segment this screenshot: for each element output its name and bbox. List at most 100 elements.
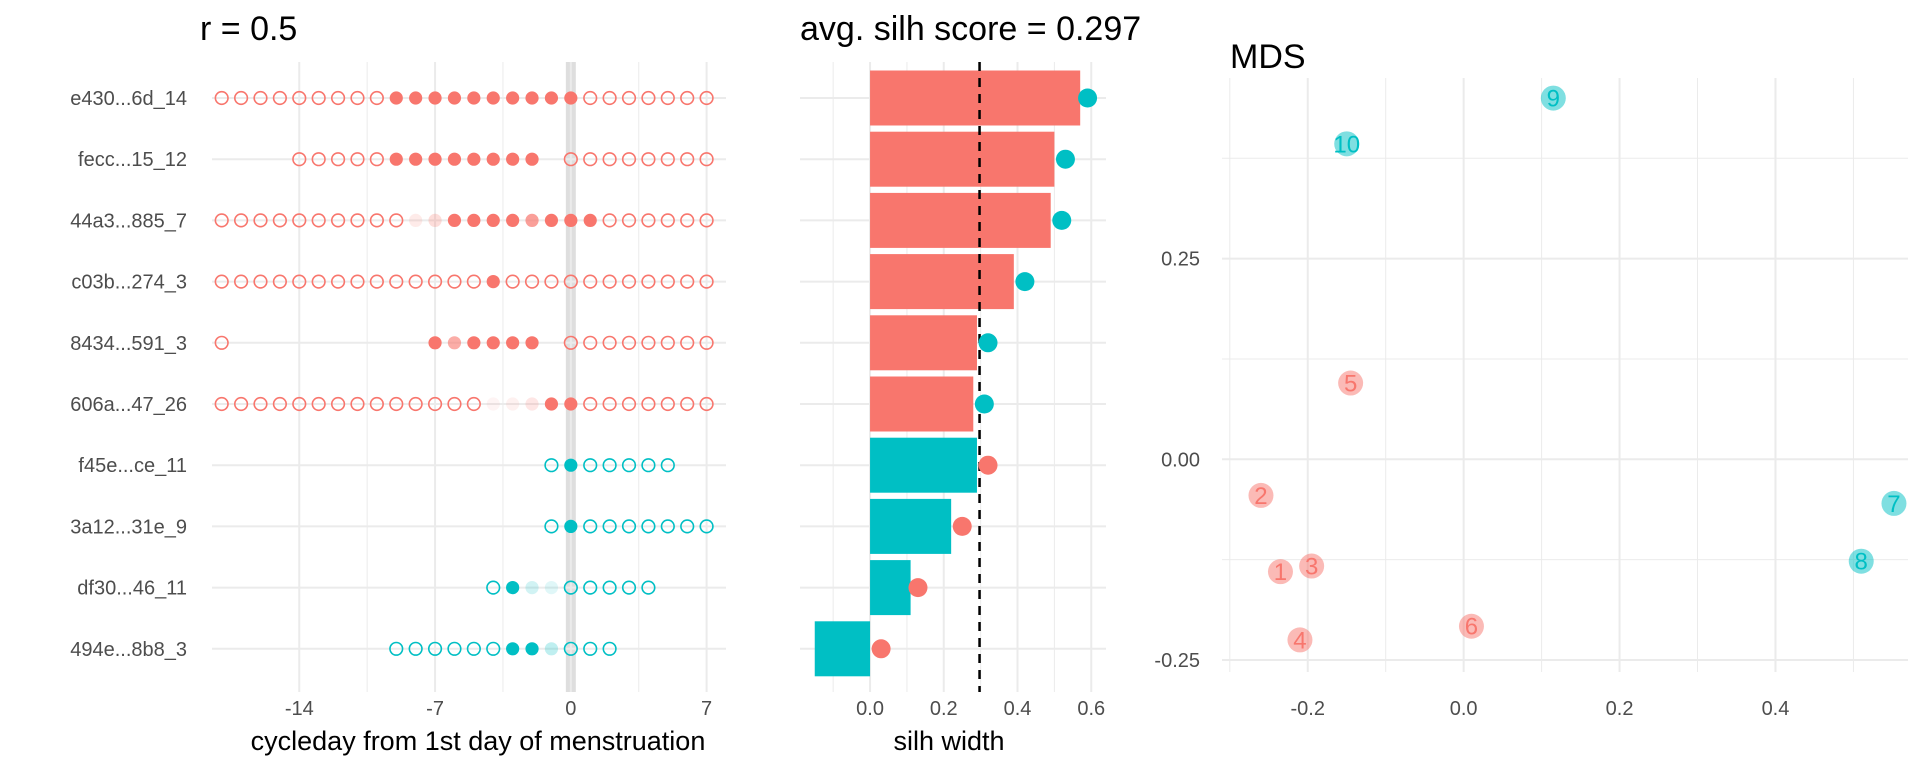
mds-point xyxy=(1334,131,1360,157)
filled-day-point xyxy=(486,336,500,350)
filled-day-point xyxy=(428,336,442,350)
silhouette-bar xyxy=(814,621,871,677)
filled-day-point xyxy=(544,213,559,227)
panel1-grid xyxy=(212,62,726,692)
filled-day-point xyxy=(564,397,578,411)
filled-day-point xyxy=(428,213,442,227)
neighbor-cluster-point xyxy=(978,455,998,475)
open-day-point xyxy=(330,274,346,289)
filled-day-point xyxy=(525,336,539,350)
filled-day-point xyxy=(564,458,578,472)
open-day-point xyxy=(233,213,249,228)
open-day-point xyxy=(214,90,229,106)
row-label: df30...46_11 xyxy=(77,578,187,600)
filled-day-point xyxy=(506,91,520,105)
open-day-point xyxy=(660,213,675,228)
open-day-point xyxy=(524,274,540,289)
neighbor-cluster-point xyxy=(952,516,972,536)
open-day-point xyxy=(311,274,326,289)
row-label: fecc...15_12 xyxy=(78,149,187,171)
open-day-point xyxy=(660,152,675,167)
panel3-grid xyxy=(1222,78,1908,672)
open-day-point xyxy=(447,641,462,656)
open-day-point xyxy=(292,274,307,289)
mds-point-label: 10 xyxy=(1333,131,1360,158)
open-day-point xyxy=(427,641,443,656)
open-day-point xyxy=(699,213,714,228)
open-day-point xyxy=(680,396,695,412)
mds-point xyxy=(1458,613,1484,639)
open-day-point xyxy=(641,458,656,473)
open-day-point xyxy=(621,213,637,228)
row-label: 494e...8b8_3 xyxy=(70,639,187,661)
panel2-title: avg. silh score = 0.297 xyxy=(800,10,1141,48)
x-tick-label: 0.6 xyxy=(1077,698,1105,720)
panel-mds: MDS 1 2 3 4 5 6 7 8 9 10 -0.2 0.0 0.2 0.4 -0.25 0.00 0.… xyxy=(1154,38,1908,720)
open-day-point xyxy=(621,396,637,412)
panel-silhouette: avg. silh score = 0.297 0.0 0.2 0.4 0.6 sil… xyxy=(800,10,1141,756)
neighbor-cluster-point xyxy=(974,394,994,414)
neighbor-cluster-point xyxy=(1052,210,1072,230)
open-day-point xyxy=(621,335,637,350)
open-day-point xyxy=(214,335,229,350)
open-day-point xyxy=(583,519,598,534)
open-day-point xyxy=(602,396,617,412)
filled-day-point xyxy=(467,91,481,105)
open-day-point xyxy=(544,519,559,534)
open-day-point xyxy=(447,396,462,412)
silhouette-bar xyxy=(870,498,952,554)
filled-day-point xyxy=(583,213,597,227)
open-day-point xyxy=(621,580,637,595)
open-day-point xyxy=(660,90,675,106)
panel1-title: r = 0.5 xyxy=(200,10,297,48)
open-day-point xyxy=(641,580,656,595)
open-day-point xyxy=(641,274,656,289)
filled-day-point xyxy=(506,642,520,656)
open-day-point xyxy=(563,580,578,595)
filled-day-point xyxy=(428,91,442,105)
open-day-point xyxy=(253,396,268,412)
open-day-point xyxy=(621,274,637,289)
open-day-point xyxy=(641,396,656,412)
open-day-point xyxy=(369,152,384,167)
y-tick-label: 0.00 xyxy=(1161,449,1200,471)
open-day-point xyxy=(583,641,598,656)
panel2-bars xyxy=(814,62,1098,692)
mds-point-label: 8 xyxy=(1855,549,1868,576)
filled-day-point xyxy=(486,213,500,227)
silhouette-bar xyxy=(870,315,977,371)
open-day-point xyxy=(253,90,268,106)
silhouette-bar xyxy=(870,254,1014,310)
open-day-point xyxy=(602,519,617,534)
open-day-point xyxy=(641,90,656,106)
filled-day-point xyxy=(506,336,520,350)
x-tick-label: 0.4 xyxy=(1004,698,1032,720)
open-day-point xyxy=(699,396,714,412)
filled-day-point xyxy=(525,213,539,227)
open-day-point xyxy=(505,274,520,289)
open-day-point xyxy=(621,519,637,534)
panel3-ticks: -0.2 0.0 0.2 0.4 -0.25 0.00 0.25 xyxy=(1154,249,1789,720)
x-tick-label: 0.0 xyxy=(1450,698,1478,720)
x-tick-label: 0 xyxy=(565,698,576,720)
mds-point-label: 5 xyxy=(1344,371,1357,398)
open-day-point xyxy=(369,274,384,289)
open-day-point xyxy=(486,580,501,595)
filled-day-point xyxy=(447,213,462,227)
panel2-x-ticks: 0.0 0.2 0.4 0.6 xyxy=(856,698,1105,720)
open-day-point xyxy=(350,396,365,412)
silhouette-bar xyxy=(870,70,1081,126)
neighbor-cluster-point xyxy=(1015,272,1035,292)
x-tick-label: 0.0 xyxy=(856,698,884,720)
panel2-x-axis-title: silh width xyxy=(893,726,1004,756)
open-day-point xyxy=(583,396,598,412)
open-day-point xyxy=(253,274,268,289)
filled-day-point xyxy=(525,397,539,411)
filled-day-point xyxy=(428,152,442,166)
open-day-point xyxy=(272,213,287,228)
open-day-point xyxy=(311,90,326,106)
filled-day-point xyxy=(525,642,539,656)
open-day-point xyxy=(389,213,404,228)
open-day-point xyxy=(544,458,559,473)
